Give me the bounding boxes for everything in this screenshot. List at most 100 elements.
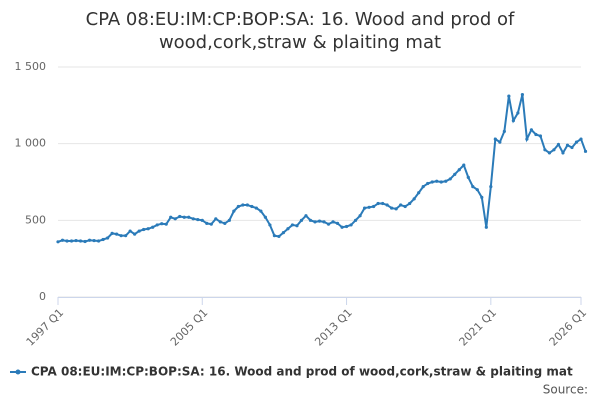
data-point — [169, 215, 173, 219]
data-point — [151, 225, 155, 229]
data-point — [259, 209, 263, 213]
data-point — [466, 175, 470, 179]
data-point — [430, 180, 434, 184]
data-point — [205, 221, 209, 225]
data-point — [498, 140, 502, 144]
data-point — [462, 163, 466, 167]
data-point — [304, 214, 308, 218]
y-tick-label: 500 — [25, 213, 46, 226]
data-point — [426, 181, 430, 186]
data-point — [502, 129, 506, 133]
data-point — [507, 94, 511, 98]
data-point — [538, 134, 543, 138]
data-point — [362, 206, 367, 210]
data-point — [133, 232, 137, 236]
data-point — [187, 215, 191, 219]
data-point — [218, 220, 222, 224]
data-point — [277, 234, 281, 239]
data-point — [516, 111, 520, 115]
data-point — [457, 168, 461, 172]
data-point — [200, 218, 204, 222]
data-point — [529, 128, 534, 132]
data-point — [583, 149, 588, 153]
data-point — [232, 209, 236, 213]
data-point — [245, 203, 249, 207]
data-point — [173, 217, 177, 221]
data-point — [349, 223, 353, 227]
data-point — [241, 203, 245, 207]
data-point — [87, 238, 92, 242]
data-point — [308, 218, 313, 222]
legend-label: CPA 08:EU:IM:CP:BOP:SA: 16. Wood and pro… — [31, 365, 573, 379]
data-point — [390, 206, 394, 210]
x-tick-label: 2005 Q1 — [168, 306, 211, 349]
data-point — [367, 205, 371, 209]
data-point — [376, 201, 380, 206]
data-point — [574, 140, 579, 144]
data-point — [263, 215, 267, 219]
data-point — [403, 204, 407, 209]
data-point — [322, 220, 326, 224]
data-point — [65, 239, 69, 243]
data-point — [385, 203, 389, 207]
data-point — [254, 206, 258, 210]
data-point — [399, 203, 403, 207]
data-point — [421, 185, 425, 189]
data-point — [439, 180, 443, 184]
y-tick-label: 1 000 — [15, 137, 47, 150]
data-point — [358, 214, 362, 218]
data-point — [214, 217, 218, 221]
data-point — [511, 119, 515, 123]
data-point — [335, 221, 340, 225]
data-point — [146, 227, 150, 231]
data-point — [236, 204, 240, 209]
data-point — [182, 215, 186, 219]
data-point — [69, 239, 74, 243]
data-point — [290, 223, 295, 227]
data-point — [124, 234, 128, 238]
data-point — [417, 191, 421, 195]
data-point — [344, 224, 349, 229]
data-point — [56, 240, 60, 244]
x-tick-label: 1997 Q1 — [24, 306, 67, 349]
data-point — [394, 207, 398, 211]
data-point — [272, 234, 277, 238]
data-point — [579, 137, 583, 141]
data-point — [128, 229, 132, 233]
data-point — [340, 225, 344, 229]
data-point — [178, 214, 182, 219]
data-point — [92, 238, 96, 243]
data-point — [412, 197, 416, 201]
data-point — [110, 231, 114, 235]
x-tick-label: 2013 Q1 — [312, 306, 355, 349]
series-line — [57, 94, 587, 243]
data-point — [313, 220, 317, 224]
data-point — [561, 151, 565, 155]
data-point — [331, 220, 335, 224]
data-point — [326, 222, 331, 226]
data-point — [191, 217, 195, 221]
data-point — [556, 142, 561, 147]
data-point — [119, 234, 123, 238]
data-point — [142, 227, 146, 232]
data-point — [78, 239, 83, 243]
data-point — [547, 151, 552, 155]
legend-marker — [15, 369, 21, 375]
data-point — [453, 172, 457, 176]
data-point — [137, 229, 141, 233]
data-point — [448, 177, 452, 181]
data-point — [381, 201, 385, 206]
data-point — [475, 188, 479, 192]
y-tick-label: 1 500 — [15, 60, 47, 73]
x-tick-label: 2021 Q1 — [457, 306, 500, 349]
data-point — [471, 185, 475, 189]
data-point — [520, 93, 524, 97]
data-point — [223, 221, 227, 225]
chart-title: CPA 08:EU:IM:CP:BOP:SA: 16. Wood and pro… — [85, 9, 515, 53]
data-point — [484, 225, 488, 229]
data-point — [317, 219, 322, 223]
data-point — [408, 201, 412, 206]
data-point — [295, 224, 299, 228]
data-point — [196, 217, 200, 222]
